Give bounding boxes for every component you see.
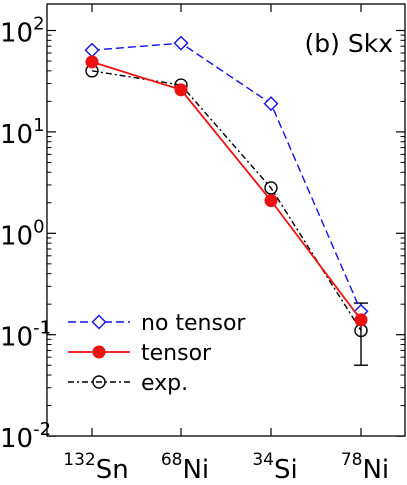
series-line (91, 42, 362, 312)
y-tick-base: 10 (0, 19, 33, 49)
y-tick-exponent: 1 (33, 115, 44, 136)
x-tick-label: 68Ni (161, 450, 209, 485)
legend: no tensor tensor exp. (68, 311, 246, 396)
x-tick-mass: 78 (341, 450, 363, 470)
y-tick-exponent: -2 (33, 419, 51, 440)
y-tick-label: 102 (0, 14, 45, 49)
data-point (173, 35, 189, 51)
legend-label: tensor (141, 341, 212, 366)
y-tick-exponent: 0 (33, 216, 44, 237)
data-point (354, 313, 368, 327)
y-tick-base: 10 (0, 323, 33, 353)
y-tick-label: 10-2 (0, 419, 51, 454)
data-point (85, 55, 99, 69)
y-tick-label: 100 (0, 216, 45, 251)
x-tick-label: 34Si (252, 450, 297, 485)
x-tick-element: Ni (182, 455, 209, 485)
x-tick-element: Ni (362, 455, 389, 485)
axis-ticks (47, 4, 405, 437)
y-tick-base: 10 (0, 221, 33, 251)
legend-label: exp. (141, 371, 188, 396)
x-tick-mass: 132 (63, 450, 95, 470)
series-layer (84, 35, 369, 366)
x-tick-element: Sn (96, 455, 129, 485)
data-point (263, 96, 279, 112)
x-tick-element: Si (274, 455, 298, 485)
series-no-tensor (84, 35, 369, 319)
data-point (264, 194, 278, 208)
x-tick-mass: 68 (161, 450, 183, 470)
y-tick-label: 101 (0, 115, 45, 150)
legend-marker (91, 314, 107, 330)
y-tick-base: 10 (0, 120, 33, 150)
x-tick-mass: 34 (252, 450, 274, 470)
data-point (84, 42, 100, 58)
y-tick-base: 10 (0, 424, 33, 454)
data-point (174, 83, 188, 97)
y-tick-exponent: 2 (33, 14, 44, 35)
legend-marker (92, 345, 106, 359)
legend-label: no tensor (141, 311, 246, 336)
data-point (264, 181, 278, 195)
legend-marker (92, 375, 106, 389)
x-tick-label: 78Ni (341, 450, 389, 485)
y-tick-exponent: -1 (33, 318, 51, 339)
series-tensor (85, 55, 368, 327)
series-line (91, 61, 362, 321)
panel-label: (b) Skx (305, 29, 393, 58)
y-tick-label: 10-1 (0, 318, 51, 353)
plot-frame (46, 3, 406, 437)
x-tick-labels: 132Sn 68Ni 34Si 78Ni (63, 450, 389, 485)
x-tick-label: 132Sn (63, 450, 128, 485)
series-line (91, 70, 362, 331)
